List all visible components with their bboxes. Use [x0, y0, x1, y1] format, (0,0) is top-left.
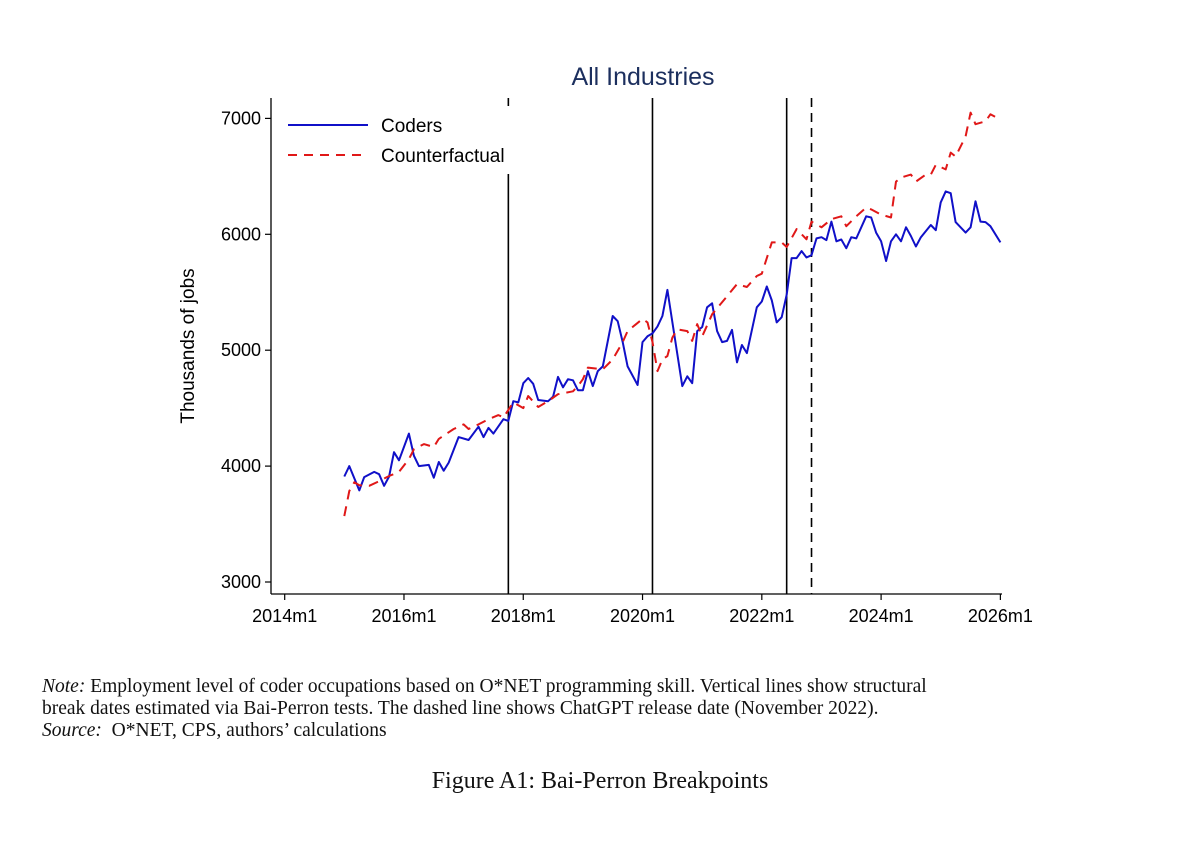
y-tick-label: 4000	[221, 456, 261, 476]
x-tick-label: 2026m1	[968, 606, 1033, 626]
note-label: Note:	[42, 676, 86, 697]
x-tick-label: 2020m1	[610, 606, 675, 626]
note-text-1: Employment level of coder occupations ba…	[90, 676, 927, 697]
note-line-1: Note: Employment level of coder occupati…	[42, 676, 927, 698]
vertical-lines	[507, 98, 813, 594]
series-line-coders	[343, 190, 1002, 492]
y-tick-label: 6000	[221, 224, 261, 244]
series-line-counterfactual	[343, 111, 1001, 517]
source-label: Source:	[42, 720, 102, 741]
source-text: O*NET, CPS, authors’ calculations	[111, 720, 387, 741]
y-tick-label: 5000	[221, 340, 261, 360]
chart-title: All Industries	[571, 63, 714, 91]
legend-box	[280, 106, 526, 174]
note-source: Source: O*NET, CPS, authors’ calculation…	[42, 720, 387, 742]
figure-caption: Figure A1: Bai-Perron Breakpoints	[431, 768, 769, 794]
x-tick-label: 2024m1	[849, 606, 914, 626]
x-tick-label: 2014m1	[252, 606, 317, 626]
y-tick-label: 3000	[221, 572, 261, 592]
series-group	[343, 111, 1002, 517]
x-tick-label: 2016m1	[371, 606, 436, 626]
x-tick-label: 2018m1	[491, 606, 556, 626]
legend-label-counterfactual: Counterfactual	[381, 146, 505, 167]
chart: All Industries Thousands of jobs 3000 400…	[178, 63, 1033, 626]
y-tick-label: 7000	[221, 108, 261, 128]
x-tick-label: 2022m1	[729, 606, 794, 626]
note-text-2: break dates estimated via Bai-Perron tes…	[42, 698, 879, 719]
axes: 3000 4000 5000 6000 7000 2014m1 2016m1 2018m1 20…	[221, 98, 1033, 626]
legend: Coders Counterfactual	[280, 106, 526, 174]
y-axis-label: Thousands of jobs	[178, 268, 199, 423]
legend-label-coders: Coders	[381, 116, 442, 137]
